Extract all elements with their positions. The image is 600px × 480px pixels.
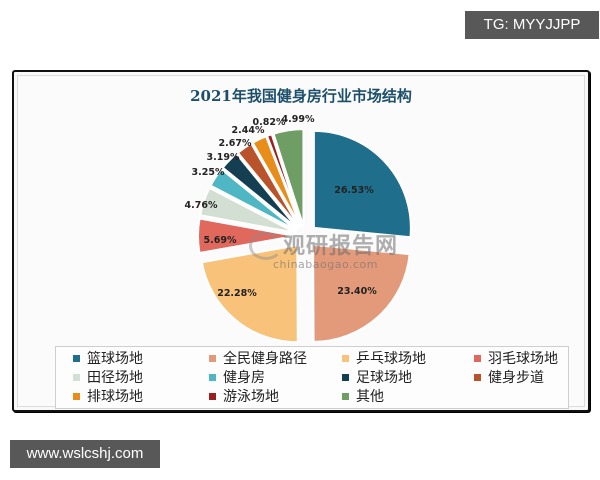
data-label-4: 5.69% [204, 235, 237, 246]
pie-slice-7 [221, 152, 299, 230]
legend-swatch-icon [73, 354, 80, 362]
legend-item: 健身步道 [474, 368, 544, 386]
data-label-8: 2.67% [219, 138, 252, 149]
website-tag-overlay: www.wslcshj.com [10, 440, 160, 468]
chart-title: 2021年我国健身房行业市场结构 [190, 87, 412, 105]
legend-label: 羽毛球场地 [488, 351, 558, 367]
pie-slice-6 [209, 167, 298, 232]
data-label-10: 0.82% [253, 117, 286, 128]
legend-label: 排球场地 [87, 389, 143, 405]
legend-item: 其他 [342, 387, 384, 405]
pie-slice-9 [251, 135, 302, 228]
legend-swatch-icon [73, 392, 80, 400]
chart-frame: 2021年我国健身房行业市场结构 26.53% 23.40% 22.28% 5.69%… [12, 70, 590, 412]
pie-slice-11 [272, 128, 305, 227]
chart-legend: 篮球场地 全民健身路径 乒乓球场地 羽毛球场地田径场地 健身房 足球场地 健身步道排球场地 游… [55, 346, 569, 409]
legend-label: 田径场地 [87, 370, 143, 386]
pie-slice-8 [236, 142, 301, 229]
data-label-9: 2.44% [232, 125, 265, 136]
telegram-tag-overlay: TG: MYYJJPP [465, 11, 599, 39]
pie-slice-2 [312, 243, 411, 343]
legend-label: 健身步道 [488, 370, 544, 386]
legend-label: 全民健身路径 [223, 351, 307, 367]
legend-item: 篮球场地 [73, 349, 143, 367]
legend-label: 乒乓球场地 [356, 351, 426, 367]
pie-slice-1 [312, 129, 412, 239]
pie-chart: 26.53% 23.40% 22.28% 5.69% 4.76% 3.25% 3.19% 2.… [185, 114, 412, 344]
chart-panel: 2021年我国健身房行业市场结构 26.53% 23.40% 22.28% 5.69%… [17, 75, 585, 409]
legend-swatch-icon [209, 392, 216, 400]
data-label-7: 3.19% [207, 152, 240, 163]
legend-swatch-icon [474, 354, 481, 362]
legend-item: 羽毛球场地 [474, 349, 558, 367]
pie-slice-4 [197, 217, 296, 255]
legend-label: 其他 [356, 389, 384, 405]
legend-item: 足球场地 [342, 368, 412, 386]
pie-slice-10 [265, 133, 303, 227]
data-label-1: 26.53% [334, 185, 374, 196]
legend-item: 全民健身路径 [209, 349, 307, 367]
data-label-6: 3.25% [192, 167, 225, 178]
legend-item: 田径场地 [73, 368, 143, 386]
legend-swatch-icon [209, 354, 216, 362]
legend-label: 健身房 [223, 370, 265, 386]
legend-swatch-icon [73, 373, 80, 381]
data-label-2: 23.40% [337, 286, 377, 297]
legend-swatch-icon [342, 373, 349, 381]
data-label-5: 4.76% [185, 200, 218, 211]
pie-slice-5 [198, 186, 297, 234]
legend-label: 篮球场地 [87, 351, 143, 367]
pie-slice-3 [200, 244, 299, 344]
data-label-11: 4.99% [282, 114, 315, 125]
data-label-3: 22.28% [217, 288, 257, 299]
legend-item: 乒乓球场地 [342, 349, 426, 367]
legend-label: 足球场地 [356, 370, 412, 386]
legend-swatch-icon [342, 354, 349, 362]
legend-label: 游泳场地 [223, 389, 279, 405]
legend-swatch-icon [342, 392, 349, 400]
legend-swatch-icon [209, 373, 216, 381]
legend-swatch-icon [474, 373, 481, 381]
legend-item: 健身房 [209, 368, 265, 386]
legend-item: 排球场地 [73, 387, 143, 405]
legend-item: 游泳场地 [209, 387, 279, 405]
